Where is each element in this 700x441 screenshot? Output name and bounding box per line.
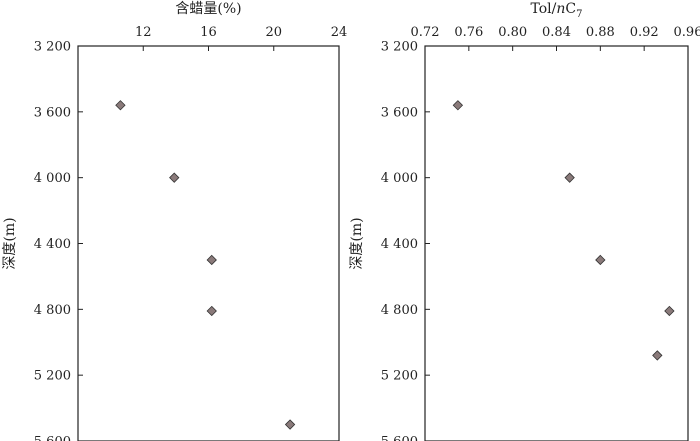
wax-x-tick-label: 20 — [265, 25, 282, 40]
tol-data-point — [652, 350, 663, 361]
tol-data-point — [564, 172, 575, 183]
wax-y-tick-label: 3 600 — [34, 105, 71, 120]
wax-x-axis-title: 含蜡量(%) — [175, 1, 241, 17]
wax-data-point — [206, 305, 217, 317]
tol-x-tick-label: 0.72 — [411, 25, 440, 40]
wax-content-panel: 12 16 20 24 3 200 3 600 4 000 4 400 4 800 5 200 5 … — [2, 1, 347, 441]
tol-y-tick-label: 5 200 — [381, 369, 418, 384]
tol-x-tick-label: 0.84 — [542, 25, 571, 40]
tol-x-tick-label: 0.96 — [674, 25, 700, 40]
tol-y-tick-label: 4 400 — [381, 237, 418, 252]
tol-data-point — [452, 100, 464, 111]
tol-data-point — [595, 254, 606, 266]
tol-data-point — [664, 305, 675, 317]
wax-data-point — [284, 419, 296, 430]
tol-plot-frame — [424, 45, 689, 441]
wax-x-tick-label: 12 — [135, 25, 152, 40]
tol-y-axis-title: 深度(m) — [349, 217, 365, 269]
wax-x-tick-label: 16 — [200, 25, 217, 40]
wax-y-axis-title: 深度(m) — [2, 217, 18, 269]
tol-y-tick-label: 5 600 — [381, 435, 418, 441]
tol-x-tick-label: 0.92 — [630, 25, 659, 40]
wax-x-tick-label: 24 — [331, 25, 348, 40]
tol-y-tick-label: 4 000 — [381, 171, 418, 186]
tol-y-tick-label: 3 600 — [381, 105, 418, 120]
wax-y-tick-label: 4 800 — [34, 303, 71, 318]
wax-y-tick-label: 4 400 — [34, 237, 71, 252]
wax-y-tick-label: 4 000 — [34, 171, 71, 186]
tol-y-tick-label: 3 200 — [381, 40, 418, 55]
tol-x-tick-label: 0.80 — [498, 25, 527, 40]
wax-data-point — [115, 100, 126, 111]
tol-x-axis-title: Tol/nC7 — [531, 1, 583, 20]
tol-x-tick-label: 0.88 — [586, 25, 615, 40]
tol-nc7-panel: 0.72 0.76 0.80 0.84 0.88 0.92 0.96 3 200 3 600 4 … — [349, 1, 700, 441]
wax-y-tick-label: 5 200 — [34, 369, 71, 384]
wax-data-point — [169, 172, 180, 183]
tol-y-tick-label: 4 800 — [381, 303, 418, 318]
tol-x-tick-label: 0.76 — [454, 25, 483, 40]
wax-y-tick-label: 5 600 — [34, 435, 71, 441]
wax-y-tick-label: 3 200 — [34, 40, 71, 55]
wax-data-point — [206, 254, 217, 266]
